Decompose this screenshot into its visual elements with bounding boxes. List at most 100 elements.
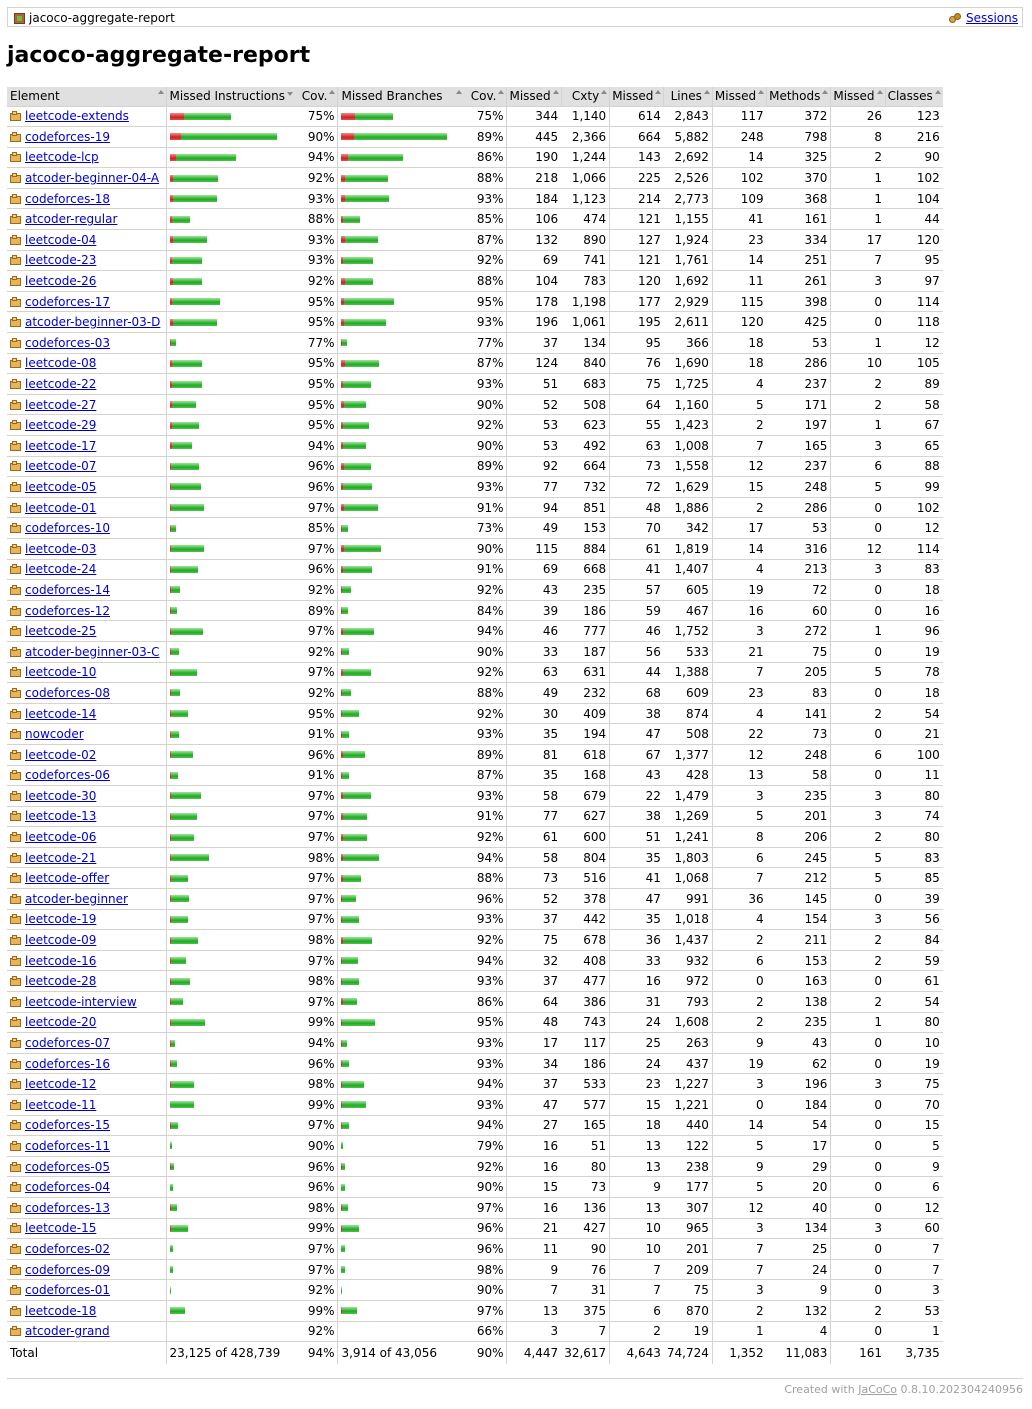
sort-icon bbox=[286, 92, 293, 96]
header-element[interactable]: Element bbox=[7, 87, 166, 107]
element-link[interactable]: leetcode-10 bbox=[25, 665, 97, 680]
header-row: Element Missed Instructions Cov. Missed Bra… bbox=[7, 87, 943, 107]
element-link[interactable]: nowcoder bbox=[25, 727, 84, 742]
element-link[interactable]: leetcode-03 bbox=[25, 541, 97, 556]
element-link[interactable]: leetcode-07 bbox=[25, 459, 97, 474]
element-link[interactable]: leetcode-11 bbox=[25, 1097, 97, 1112]
element-link[interactable]: leetcode-30 bbox=[25, 788, 97, 803]
element-link[interactable]: atcoder-regular bbox=[25, 212, 118, 227]
element-link[interactable]: codeforces-08 bbox=[25, 685, 111, 700]
element-link[interactable]: leetcode-23 bbox=[25, 253, 97, 268]
element-link[interactable]: codeforces-12 bbox=[25, 603, 111, 618]
header-missed-branches[interactable]: Missed Branches bbox=[337, 87, 464, 107]
element-link[interactable]: atcoder-beginner-03-D bbox=[25, 315, 161, 330]
element-link[interactable]: codeforces-11 bbox=[25, 1138, 111, 1153]
element-link[interactable]: leetcode-28 bbox=[25, 974, 97, 989]
element-link[interactable]: leetcode-17 bbox=[25, 438, 97, 453]
missed-classes: 3 bbox=[830, 1073, 886, 1095]
instruction-bar bbox=[169, 1183, 292, 1191]
missed-methods: 22 bbox=[711, 723, 767, 745]
element-link[interactable]: codeforces-17 bbox=[25, 294, 111, 309]
header-missed-complexity[interactable]: Missed bbox=[506, 87, 562, 107]
jacoco-link[interactable]: JaCoCo bbox=[858, 1383, 898, 1396]
element-link[interactable]: codeforces-03 bbox=[25, 335, 111, 350]
element-link[interactable]: codeforces-06 bbox=[25, 768, 111, 783]
missed-bar bbox=[341, 1224, 343, 1232]
element-link[interactable]: leetcode-05 bbox=[25, 479, 97, 494]
methods: 201 bbox=[766, 806, 831, 828]
element-link[interactable]: leetcode-14 bbox=[25, 706, 97, 721]
element-link[interactable]: codeforces-13 bbox=[25, 1200, 111, 1215]
header-missed-classes[interactable]: Missed bbox=[830, 87, 886, 107]
element-link[interactable]: leetcode-offer bbox=[25, 871, 110, 886]
sessions-icon bbox=[948, 12, 962, 24]
covered-bar bbox=[170, 710, 188, 718]
element-link[interactable]: leetcode-22 bbox=[25, 377, 97, 392]
header-instruction-coverage[interactable]: Cov. bbox=[294, 87, 338, 107]
element-link[interactable]: leetcode-26 bbox=[25, 274, 97, 289]
element-link[interactable]: leetcode-16 bbox=[25, 953, 97, 968]
element-link[interactable]: leetcode-25 bbox=[25, 624, 97, 639]
element-link[interactable]: codeforces-18 bbox=[25, 191, 111, 206]
element-link[interactable]: leetcode-20 bbox=[25, 1015, 97, 1030]
element-link[interactable]: atcoder-beginner-04-A bbox=[25, 171, 160, 186]
package-icon bbox=[10, 502, 22, 514]
header-missed-methods[interactable]: Missed bbox=[711, 87, 767, 107]
package-icon bbox=[10, 832, 22, 843]
element-link[interactable]: codeforces-09 bbox=[25, 1262, 111, 1277]
element-link[interactable]: atcoder-beginner-03-C bbox=[25, 644, 160, 659]
package-icon bbox=[10, 543, 22, 555]
element-link[interactable]: codeforces-01 bbox=[25, 1283, 111, 1298]
element-link[interactable]: codeforces-19 bbox=[25, 129, 111, 144]
header-classes[interactable]: Classes bbox=[884, 87, 943, 107]
element-link[interactable]: codeforces-15 bbox=[25, 1118, 111, 1133]
missed-methods: 5 bbox=[711, 806, 767, 828]
element-link[interactable]: leetcode-09 bbox=[25, 933, 97, 948]
element-link[interactable]: leetcode-12 bbox=[25, 1077, 97, 1092]
element-link[interactable]: leetcode-24 bbox=[25, 562, 97, 577]
element-link[interactable]: leetcode-29 bbox=[25, 418, 97, 433]
header-branch-coverage[interactable]: Cov. bbox=[463, 87, 507, 107]
element-link[interactable]: atcoder-beginner bbox=[25, 891, 128, 906]
header-complexity[interactable]: Cxty bbox=[560, 87, 610, 107]
element-link[interactable]: codeforces-05 bbox=[25, 1159, 111, 1174]
element-link[interactable]: atcoder-grand bbox=[25, 1324, 110, 1339]
branch-coverage: 92% bbox=[463, 414, 507, 436]
header-methods[interactable]: Methods bbox=[766, 87, 831, 107]
element-link[interactable]: leetcode-extends bbox=[25, 109, 129, 124]
element-link[interactable]: leetcode-08 bbox=[25, 356, 97, 371]
element-link[interactable]: codeforces-04 bbox=[25, 1180, 111, 1195]
element-link[interactable]: leetcode-01 bbox=[25, 500, 97, 515]
element-link[interactable]: leetcode-interview bbox=[25, 994, 137, 1009]
header-lines[interactable]: Lines bbox=[663, 87, 713, 107]
sessions-link[interactable]: Sessions bbox=[965, 11, 1018, 25]
element-link[interactable]: codeforces-02 bbox=[25, 1241, 111, 1256]
element-link[interactable]: leetcode-18 bbox=[25, 1303, 97, 1318]
element-link[interactable]: leetcode-02 bbox=[25, 747, 97, 762]
element-cell: leetcode-08 bbox=[7, 353, 166, 375]
element-link[interactable]: leetcode-21 bbox=[25, 850, 97, 865]
missed-bar bbox=[169, 627, 171, 635]
element-cell: codeforces-02 bbox=[7, 1238, 166, 1260]
covered-bar bbox=[172, 277, 202, 285]
classes: 97 bbox=[885, 270, 943, 292]
element-link[interactable]: leetcode-19 bbox=[25, 912, 97, 927]
header-missed-lines[interactable]: Missed bbox=[609, 87, 664, 107]
element-link[interactable]: codeforces-14 bbox=[25, 582, 111, 597]
instruction-bar-cell bbox=[165, 147, 295, 169]
lines: 467 bbox=[663, 600, 713, 622]
complexity: 186 bbox=[561, 1053, 610, 1075]
element-link[interactable]: leetcode-06 bbox=[25, 830, 97, 845]
element-link[interactable]: leetcode-04 bbox=[25, 232, 97, 247]
element-link[interactable]: codeforces-07 bbox=[25, 1036, 111, 1051]
element-link[interactable]: leetcode-15 bbox=[25, 1221, 97, 1236]
header-missed-instructions[interactable]: Missed Instructions bbox=[165, 87, 295, 107]
element-link[interactable]: leetcode-13 bbox=[25, 809, 97, 824]
element-link[interactable]: codeforces-16 bbox=[25, 1056, 111, 1071]
element-link[interactable]: leetcode-27 bbox=[25, 397, 97, 412]
instruction-bar bbox=[169, 607, 292, 615]
element-link[interactable]: codeforces-10 bbox=[25, 521, 111, 536]
instruction-coverage: 90% bbox=[294, 126, 338, 148]
element-link[interactable]: leetcode-lcp bbox=[25, 150, 99, 165]
element-cell: leetcode-25 bbox=[7, 620, 166, 642]
